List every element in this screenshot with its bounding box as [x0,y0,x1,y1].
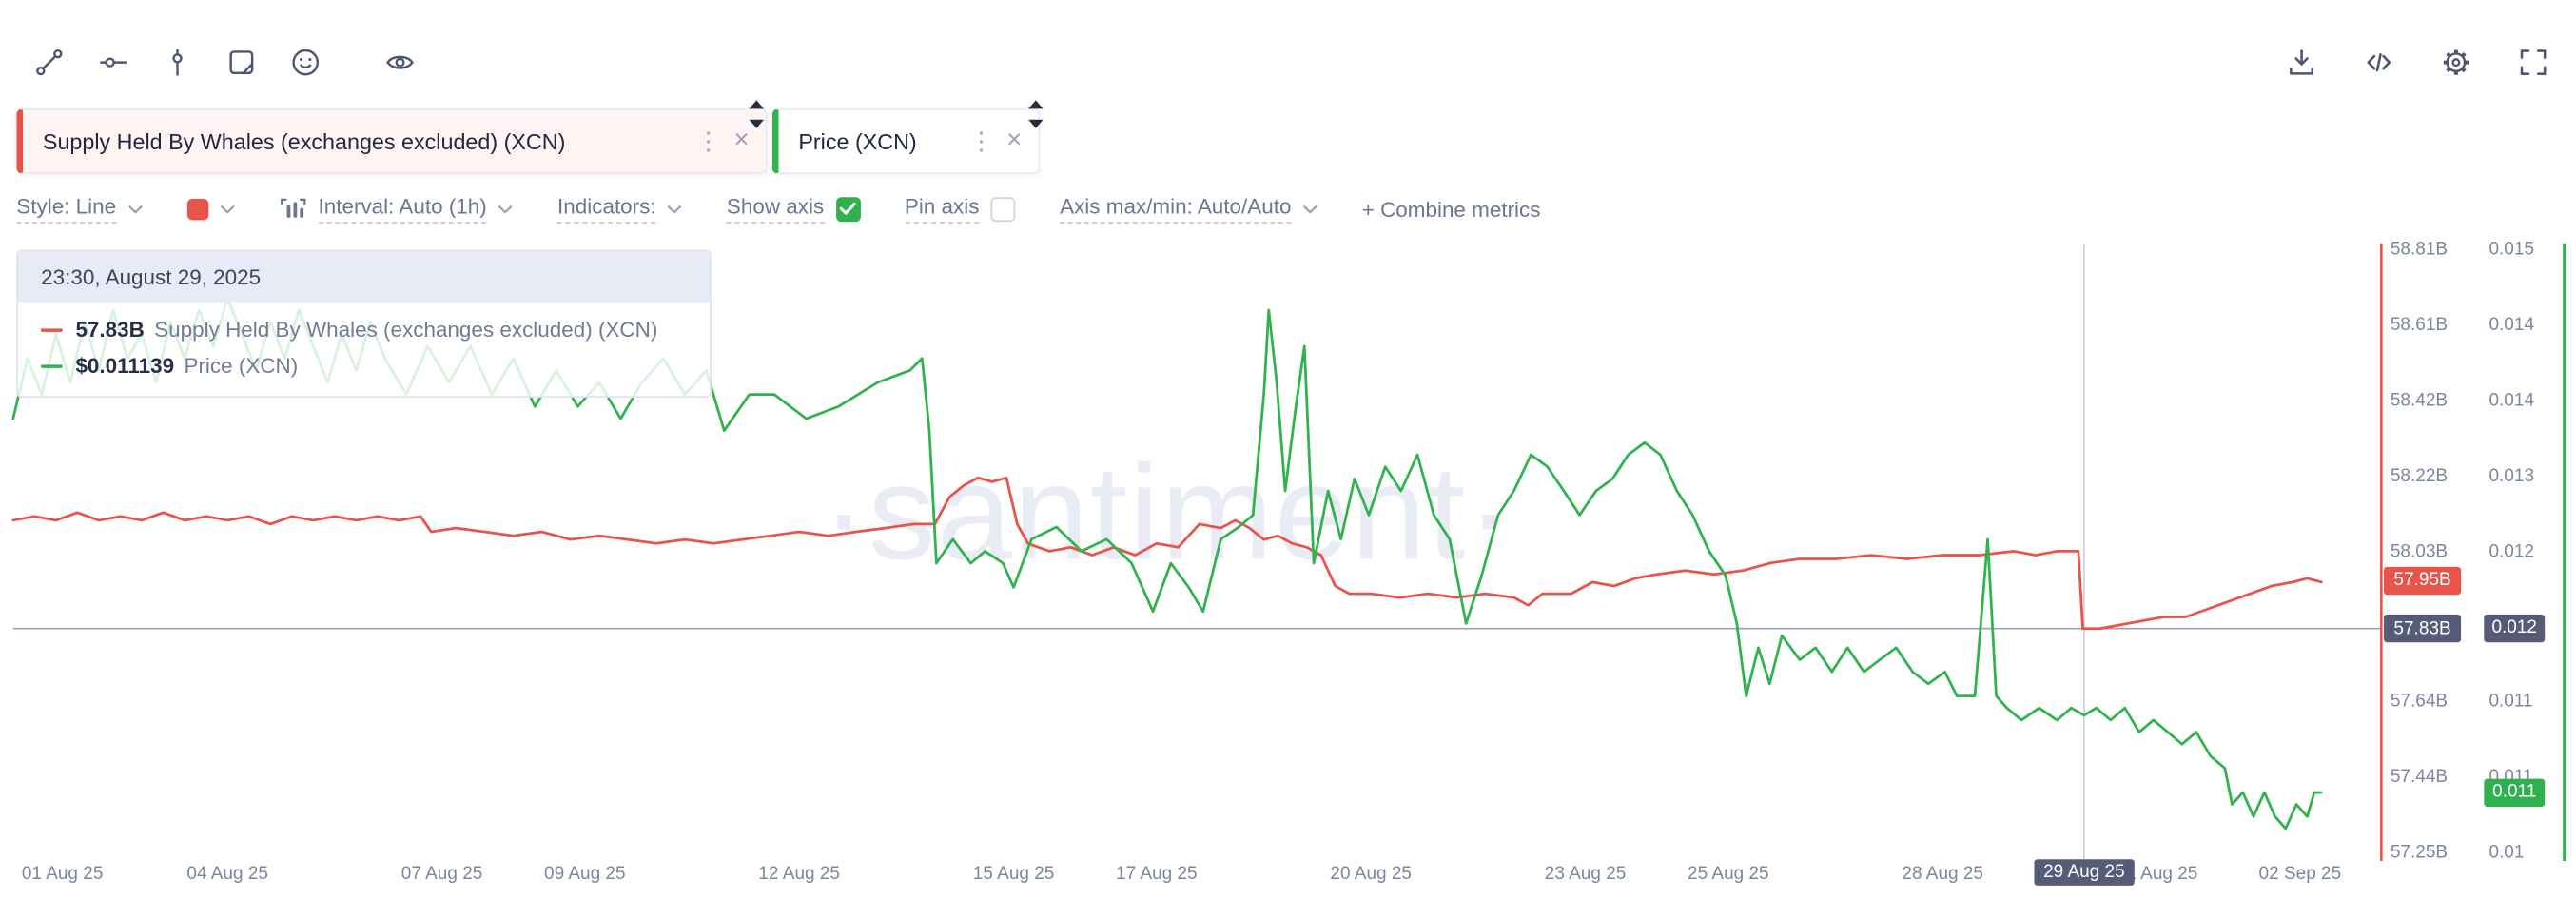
emoji-tool-button[interactable] [286,43,325,82]
price-last-value-badge: 0.011 [2484,778,2546,807]
download-icon [2290,49,2314,75]
note-icon [229,50,254,75]
chart-settings-bar: Style: Line Interval: Auto (1h) Indicato… [16,194,1541,224]
settings-button[interactable] [2436,43,2475,82]
fullscreen-icon [2520,49,2547,76]
vertical-line-tool-button[interactable] [158,43,197,82]
check-icon [839,202,856,215]
visibility-toggle-button[interactable] [380,43,419,82]
metric-close-icon[interactable]: × [733,126,750,155]
supply-line-series [11,476,2323,631]
tooltip-row-supply: 57.83B Supply Held By Whales (exchanges … [41,317,687,342]
drag-handle-icon [1028,100,1044,128]
pin-axis-checkbox[interactable] [990,196,1016,222]
tooltip-price-value: $0.011139 [75,353,175,379]
tooltip-supply-value: 57.83B [75,317,145,342]
trend-line-tool-button[interactable] [29,43,68,82]
supply-crosshair-value-badge: 57.83B [2383,614,2462,643]
axis-maxmin-label: Axis max/min: Auto/Auto [1060,194,1292,224]
note-tool-button[interactable] [222,43,261,82]
interval-label: Interval: Auto (1h) [318,194,487,224]
pin-axis-label: Pin axis [904,194,980,224]
tooltip-row-price: $0.011139 Price (XCN) [41,353,687,378]
price-crosshair-level-badge: 0.012 [2484,614,2546,643]
drawing-toolbar [29,43,419,82]
price-series-dash-icon [41,363,63,367]
download-button[interactable] [2282,43,2321,82]
chevron-down-icon [127,205,143,213]
chevron-down-icon [220,205,234,213]
interval-selector[interactable]: Interval: Auto (1h) [279,194,513,224]
indicators-label: Indicators: [557,194,656,224]
embed-code-button[interactable] [2359,43,2398,82]
settings-gear-icon [2443,49,2469,75]
combine-metrics-button[interactable]: + Combine metrics [1362,196,1541,221]
supply-last-value-badge: 57.95B [2383,566,2462,595]
style-label: Style: Line [16,194,117,224]
metric-tab-supply-label: Supply Held By Whales (exchanges exclude… [42,128,566,154]
tooltip-supply-label: Supply Held By Whales (exchanges exclude… [154,317,658,342]
metric-tab-price[interactable]: Price (XCN) ⋮ × [771,107,1041,175]
tooltip-price-label: Price (XCN) [184,353,299,379]
show-axis-toggle[interactable]: Show axis [726,194,861,224]
trend-line-icon [36,49,63,76]
metric-color-swatch [186,198,208,220]
horizontal-line-tool-button[interactable] [93,43,132,82]
vertical-marker-icon [172,49,183,76]
emoji-icon [292,49,320,76]
axis-drag-handle[interactable] [748,99,766,138]
metric-menu-icon[interactable]: ⋮ [968,127,994,157]
chart-tooltip: 23:30, August 29, 2025 57.83B Supply Hel… [16,249,712,398]
drag-handle-icon [749,100,765,128]
chevron-down-icon [498,205,513,213]
chart-actions-toolbar [2282,43,2553,82]
metric-menu-icon[interactable]: ⋮ [695,127,721,157]
supply-series-dash-icon [41,327,63,331]
axis-maxmin-selector[interactable]: Axis max/min: Auto/Auto [1060,194,1317,224]
show-axis-label: Show axis [726,194,825,224]
metric-tab-supply[interactable]: Supply Held By Whales (exchanges exclude… [16,107,768,175]
code-icon [2367,53,2391,72]
style-selector[interactable]: Style: Line [16,194,143,224]
combine-metrics-label: + Combine metrics [1361,196,1541,222]
chevron-down-icon [1303,205,1317,213]
axis-drag-handle[interactable] [1026,99,1044,138]
tooltip-body: 57.83B Supply Held By Whales (exchanges … [18,303,710,396]
horizontal-marker-icon [100,57,127,68]
interval-icon [280,198,305,218]
tooltip-timestamp: 23:30, August 29, 2025 [17,251,711,303]
chevron-down-icon [668,205,682,213]
pin-axis-toggle[interactable]: Pin axis [904,194,1016,224]
eye-icon [385,55,414,69]
metric-tab-price-label: Price (XCN) [798,128,917,154]
fullscreen-button[interactable] [2513,43,2552,82]
color-selector[interactable] [186,198,234,220]
metric-close-icon[interactable]: × [1006,126,1023,155]
indicators-selector[interactable]: Indicators: [557,194,682,224]
show-axis-checkbox[interactable] [835,196,861,222]
